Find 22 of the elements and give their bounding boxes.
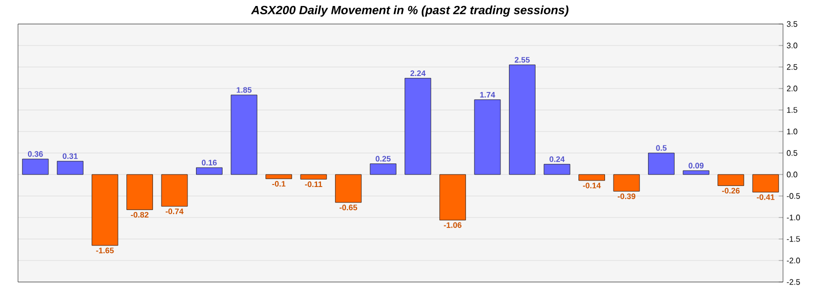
bar xyxy=(682,170,710,175)
bar xyxy=(300,174,327,180)
bar xyxy=(648,152,675,175)
bar xyxy=(404,78,432,175)
bar xyxy=(161,174,188,207)
bar xyxy=(613,174,640,192)
bar xyxy=(196,167,222,175)
bar xyxy=(92,174,118,246)
bar xyxy=(578,174,605,181)
bar xyxy=(718,174,744,186)
bar xyxy=(370,164,396,175)
chart-title: ASX200 Daily Movement in % (past 22 trading sessions) xyxy=(250,6,568,17)
bar xyxy=(335,174,362,203)
bar xyxy=(544,164,570,175)
bar xyxy=(56,160,84,175)
bar xyxy=(509,64,536,175)
bar xyxy=(474,99,501,175)
bar xyxy=(266,174,292,179)
bar xyxy=(126,174,153,210)
bar xyxy=(439,174,466,220)
bar xyxy=(22,158,49,175)
bar xyxy=(230,94,258,175)
